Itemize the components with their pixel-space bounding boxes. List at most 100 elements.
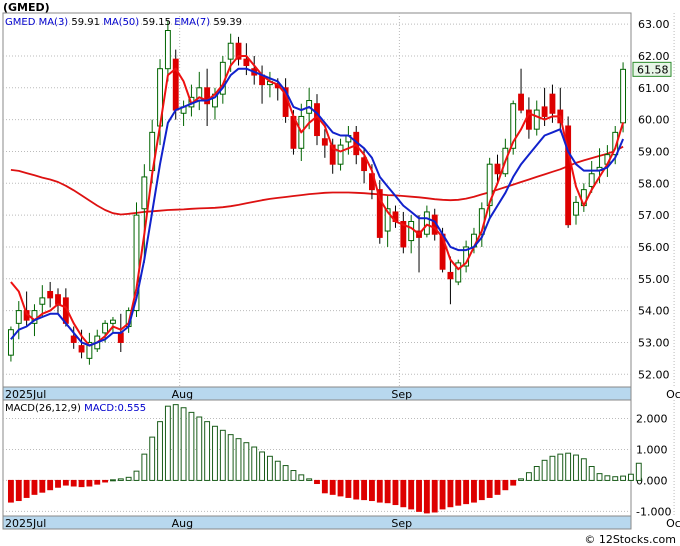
- macd-bar: [541, 459, 548, 481]
- candle: [7, 326, 14, 362]
- candle-body: [400, 220, 407, 248]
- candle: [565, 116, 572, 228]
- macd-month-label: Aug: [172, 517, 193, 530]
- legend-item-value: 59.91: [71, 17, 103, 28]
- price-tick-label: 58.00: [638, 177, 670, 190]
- macd-panel: -1.000 0.000 1.000 2.000 2025Jul Aug Sep Oct MAC…: [2, 399, 680, 530]
- legend-item-label: MA(50): [103, 17, 142, 28]
- month-label: Sep: [391, 388, 412, 401]
- macd-bar: [180, 407, 187, 481]
- macd-month-label: Sep: [391, 517, 412, 530]
- credit-text: © 12Stocks.com: [584, 533, 676, 546]
- macd-bar: [39, 479, 46, 493]
- macd-bar: [274, 460, 281, 481]
- ema7-line: [10, 67, 625, 347]
- candle: [15, 301, 22, 340]
- candle-body: [227, 42, 234, 60]
- candle: [70, 326, 77, 349]
- macd-bar: [78, 479, 85, 488]
- macd-bar: [15, 479, 22, 502]
- macd-bar: [298, 474, 305, 481]
- macd-bar: [596, 473, 603, 481]
- macd-tick-label: 1.000: [636, 443, 668, 456]
- candle: [533, 100, 540, 136]
- macd-bar: [423, 479, 430, 514]
- macd-bar: [384, 479, 391, 504]
- macd-bar: [31, 479, 38, 495]
- candle-body: [164, 30, 171, 70]
- candle-body: [361, 157, 368, 172]
- macd-bar: [306, 478, 313, 481]
- ma3-line: [10, 55, 625, 347]
- candle: [321, 129, 328, 158]
- macd-month-label: 2025Jul: [5, 517, 46, 530]
- macd-tick-label: -1.000: [636, 505, 671, 518]
- macd-legend-value: MACD:0.555: [84, 403, 146, 414]
- price-tick-label: 59.00: [638, 145, 670, 158]
- candle-body: [47, 291, 54, 299]
- macd-bar: [518, 478, 524, 481]
- candle: [47, 281, 54, 308]
- macd-bar: [588, 466, 595, 481]
- legend-item-label: EMA(7): [174, 17, 213, 28]
- candle-body: [533, 109, 540, 130]
- candle-body: [565, 125, 572, 226]
- macd-bar: [604, 475, 611, 481]
- candle-body: [494, 163, 501, 175]
- macd-bar: [47, 479, 54, 491]
- macd-bar: [557, 453, 564, 481]
- macd-bar: [369, 479, 375, 502]
- legend-item-label: MA(3): [39, 17, 72, 28]
- macd-tick-label: 2.000: [636, 413, 668, 426]
- macd-bar: [620, 475, 627, 481]
- macd-bar: [314, 479, 320, 485]
- macd-bar: [172, 404, 179, 481]
- macd-bar: [196, 416, 203, 481]
- macd-bar: [447, 479, 454, 508]
- price-tick-label: 63.00: [638, 18, 670, 31]
- macd-bar: [133, 470, 140, 481]
- macd-bar: [573, 454, 579, 481]
- macd-bar: [635, 462, 642, 481]
- ma50-line: [10, 145, 624, 216]
- month-label: Aug: [172, 388, 193, 401]
- legend-item-value: 59.39: [213, 17, 242, 28]
- macd-bar: [400, 479, 407, 508]
- candle-body: [518, 93, 524, 111]
- candle-body: [86, 341, 93, 359]
- macd-bar: [345, 479, 352, 498]
- candle-body: [423, 211, 430, 235]
- macd-bar: [392, 479, 399, 506]
- macd-bar: [549, 455, 556, 481]
- macd-bar: [580, 458, 587, 481]
- macd-legend: MACD(26,12,9) MACD:0.555: [5, 403, 146, 414]
- price-tick-label: 53.00: [638, 336, 670, 349]
- candle-body: [117, 332, 124, 343]
- macd-month-label: Oct: [666, 517, 680, 530]
- chart-title: (GMED): [3, 1, 50, 14]
- macd-bar: [55, 479, 61, 488]
- candle-body: [321, 138, 328, 146]
- macd-bar: [164, 405, 171, 481]
- macd-bar: [525, 472, 532, 481]
- candle-body: [70, 335, 77, 343]
- macd-bar: [149, 436, 156, 481]
- price-tick-label: 54.00: [638, 305, 670, 318]
- macd-bar: [141, 453, 148, 481]
- candle-body: [541, 106, 548, 117]
- macd-bar: [102, 479, 109, 483]
- candle: [423, 205, 430, 238]
- macd-plot-area: [2, 399, 632, 517]
- candle-body: [620, 68, 627, 124]
- macd-bar: [486, 479, 493, 498]
- macd-bar: [416, 479, 422, 512]
- macd-bar: [282, 465, 289, 481]
- macd-bar: [353, 479, 360, 500]
- macd-bar: [251, 446, 258, 481]
- candle-body: [455, 262, 462, 283]
- macd-bar: [219, 429, 226, 481]
- macd-bar: [565, 452, 572, 481]
- price-tick-label: 57.00: [638, 209, 670, 222]
- macd-bar: [157, 421, 163, 481]
